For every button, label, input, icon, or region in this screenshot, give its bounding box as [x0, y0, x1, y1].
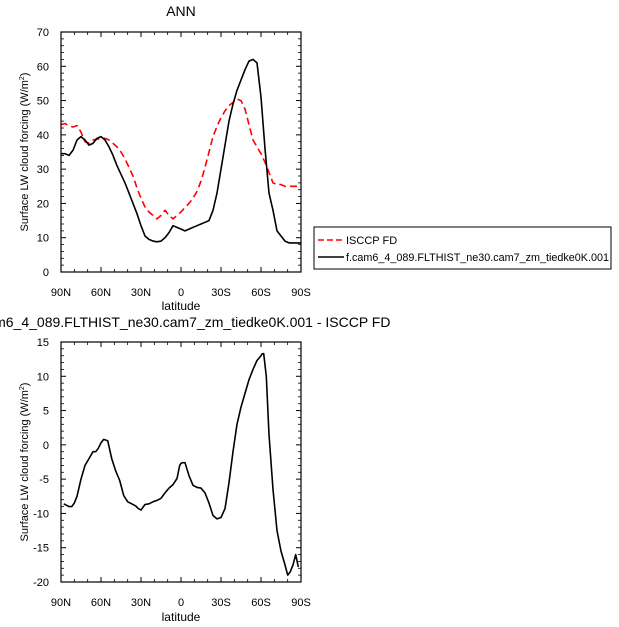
top-chart-title: ANN [166, 3, 196, 19]
top-chart-ylabel: Surface LW cloud forcing (W/m2) [19, 73, 31, 232]
top-ytick-label: 60 [37, 61, 49, 73]
bot-ytick-label: 5 [43, 406, 49, 418]
bottom-chart-ylabel-sup: 2 [19, 386, 26, 390]
top-series-line-0 [60, 98, 301, 220]
top-xtick-label: 90S [291, 287, 311, 299]
bot-ytick-label: 15 [37, 337, 49, 349]
top-ytick-label: 50 [37, 96, 49, 108]
top-ytick-label: 30 [37, 164, 49, 176]
legend-label-model: f.cam6_4_089.FLTHIST_ne30.cam7_zm_tiedke… [346, 252, 609, 264]
bot-xtick-label: 90N [51, 597, 71, 609]
bot-ytick-label: 10 [37, 371, 49, 383]
top-series-line-1 [61, 58, 301, 244]
bottom-plot-frame [60, 341, 302, 583]
bottom-chart-ytick-labels: -20 -15 -10 -5 0 5 10 15 [33, 337, 49, 589]
top-plot-frame [60, 31, 302, 273]
top-chart-ylabel-sup: 2 [19, 76, 26, 80]
bot-xtick-label: 30N [131, 597, 151, 609]
bot-ytick-label: -15 [33, 543, 49, 555]
top-xtick-label: 30N [131, 287, 151, 299]
top-xtick-label: 60N [91, 287, 111, 299]
top-chart-xlabel: latitude [162, 299, 201, 313]
top-chart-ylabel-main: Surface LW cloud forcing (W/m [19, 80, 31, 231]
bot-ytick-label: -10 [33, 508, 49, 520]
top-ytick-label: 70 [37, 27, 49, 39]
top-xtick-label: 30S [211, 287, 231, 299]
bot-xtick-label: 60S [251, 597, 271, 609]
legend-box [313, 226, 612, 270]
bottom-chart-xlabel: latitude [162, 610, 201, 624]
bot-xtick-label: 30S [211, 597, 231, 609]
bot-ytick-label: 0 [43, 440, 49, 452]
legend-label-isccp: ISCCP FD [346, 235, 397, 247]
bottom-chart-ylabel-main: Surface LW cloud forcing (W/m [19, 390, 31, 541]
bottom-chart-ylabel-close: ) [19, 383, 31, 387]
top-chart-series [60, 58, 301, 244]
bot-xtick-label: 0 [178, 597, 184, 609]
top-xtick-label: 60S [251, 287, 271, 299]
top-chart-ylabel-close: ) [19, 73, 31, 77]
bottom-chart-series [63, 352, 300, 576]
bot-xtick-label: 60N [91, 597, 111, 609]
top-xtick-label: 90N [51, 287, 71, 299]
bot-ytick-label: -5 [39, 474, 49, 486]
bottom-chart-ticks [60, 341, 302, 583]
bottom-chart-title: f.cam6_4_089.FLTHIST_ne30.cam7_zm_tiedke… [0, 314, 390, 330]
bot-series-line-0 [63, 352, 300, 576]
legend: ISCCP FD f.cam6_4_089.FLTHIST_ne30.cam7_… [313, 226, 612, 270]
bottom-chart-ylabel: Surface LW cloud forcing (W/m2) [19, 383, 31, 542]
top-ytick-label: 10 [37, 233, 49, 245]
bot-xtick-label: 90S [291, 597, 311, 609]
top-ytick-label: 0 [43, 267, 49, 279]
bot-ytick-label: -20 [33, 577, 49, 589]
top-chart-xtick-labels: 90N 60N 30N 0 30S 60S 90S [51, 287, 311, 299]
bottom-chart-xtick-labels: 90N 60N 30N 0 30S 60S 90S [51, 597, 311, 609]
top-ytick-label: 20 [37, 198, 49, 210]
top-ytick-label: 40 [37, 130, 49, 142]
bottom-chart: f.cam6_4_089.FLTHIST_ne30.cam7_zm_tiedke… [0, 314, 390, 624]
top-chart-ytick-labels: 0 10 20 30 40 50 60 70 [37, 27, 49, 279]
top-chart-ticks [60, 31, 302, 273]
top-xtick-label: 0 [178, 287, 184, 299]
